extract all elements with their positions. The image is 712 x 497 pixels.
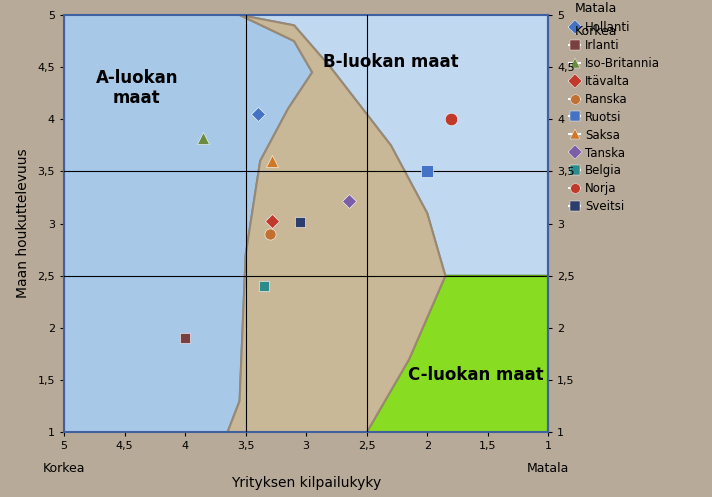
Legend: Hollanti, Irlanti, Iso-Britannia, Itävalta, Ranska, Ruotsi, Saksa, Tanska, Belgi: Hollanti, Irlanti, Iso-Britannia, Itäval… <box>569 21 660 213</box>
Polygon shape <box>240 15 548 276</box>
Polygon shape <box>64 15 313 432</box>
Text: Korkea: Korkea <box>43 462 85 475</box>
Y-axis label: Maan houkuttelevuus: Maan houkuttelevuus <box>16 149 31 299</box>
X-axis label: Yrityksen kilpailukyky: Yrityksen kilpailukyky <box>231 477 382 491</box>
Polygon shape <box>367 276 548 432</box>
Text: Matala: Matala <box>527 462 570 475</box>
Text: B-luokan maat: B-luokan maat <box>323 53 459 71</box>
Polygon shape <box>228 15 446 432</box>
Text: C-luokan maat: C-luokan maat <box>408 366 543 384</box>
Text: A-luokan
maat: A-luokan maat <box>95 69 178 107</box>
Text: Korkea: Korkea <box>575 25 617 38</box>
Text: Matala: Matala <box>575 2 617 15</box>
